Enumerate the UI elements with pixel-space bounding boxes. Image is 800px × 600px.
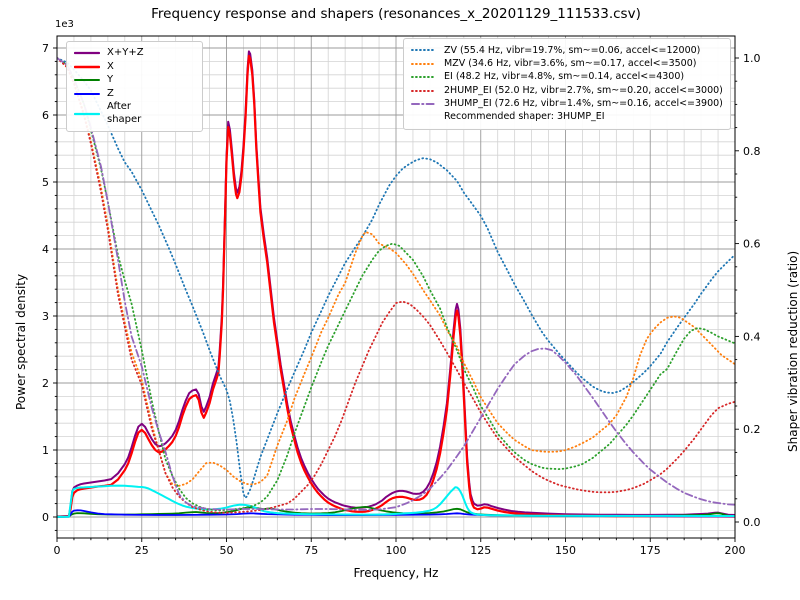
x-tick-label: 0	[54, 544, 61, 557]
y-right-tick-label: 0.6	[743, 238, 761, 251]
series-3HUMP-EI	[57, 57, 735, 511]
y-axis-offset-text: 1e3	[55, 19, 74, 30]
legend-item: Z	[74, 88, 195, 101]
x-tick-label: 100	[386, 544, 407, 557]
y-right-tick-label: 0.2	[743, 423, 761, 436]
legend-item-label: After shaper	[107, 101, 142, 125]
legend-psd: X+Y+Z X Y Z After shaper	[66, 41, 203, 132]
chart-title: Frequency response and shapers (resonanc…	[151, 6, 641, 22]
legend-item: 2HUMP_EI (52.0 Hz, vibr=2.7%, sm~=0.20, …	[411, 85, 723, 97]
legend-item-label: MZV (34.6 Hz, vibr=3.6%, sm~=0.17, accel…	[444, 57, 697, 69]
y-right-tick-label: 0.4	[743, 330, 761, 343]
axis-tick-labels: 0 25 50 75 100 125 150 175 200 0 1 2 3 4 5 6 7 0.0 0.2 0.4 0…	[42, 42, 761, 557]
x-tick-label: 175	[640, 544, 661, 557]
y-left-tick-label: 1	[42, 444, 49, 457]
legend-swatch-Z	[74, 92, 100, 95]
x-tick-label: 125	[470, 544, 491, 557]
legend-item-label: 3HUMP_EI (72.6 Hz, vibr=1.4%, sm~=0.16, …	[444, 98, 723, 109]
x-tick-label: 50	[220, 544, 234, 557]
series-MZV	[57, 57, 735, 487]
legend-item-label: Z	[107, 87, 114, 99]
legend-item: ZV (55.4 Hz, vibr=19.7%, sm~=0.06, accel…	[411, 45, 723, 57]
x-tick-label: 200	[725, 544, 746, 557]
series-curves	[57, 50, 735, 518]
legend-item: 3HUMP_EI (72.6 Hz, vibr=1.4%, sm~=0.16, …	[411, 98, 723, 110]
x-tick-label: 75	[304, 544, 318, 557]
legend-item-label: ZV (55.4 Hz, vibr=19.7%, sm~=0.06, accel…	[444, 44, 701, 56]
legend-swatch-EI	[411, 76, 437, 79]
legend-item: MZV (34.6 Hz, vibr=3.6%, sm~=0.17, accel…	[411, 58, 723, 70]
legend-item-label: EI (48.2 Hz, vibr=4.8%, sm~=0.14, accel<…	[444, 71, 685, 83]
legend-swatch-Y	[74, 79, 100, 82]
series-After-shaper	[57, 484, 735, 518]
series-X-Y-Z	[57, 50, 735, 518]
y-right-tick-label: 0.8	[743, 145, 761, 158]
legend-shapers: ZV (55.4 Hz, vibr=19.7%, sm~=0.06, accel…	[403, 38, 731, 130]
series-ZV	[57, 57, 735, 499]
y-left-tick-label: 3	[42, 310, 49, 323]
y-left-tick-label: 7	[42, 42, 49, 55]
legend-swatch-ZV	[411, 49, 437, 52]
y-left-tick-label: 2	[42, 377, 49, 390]
legend-item-label: 2HUMP_EI (52.0 Hz, vibr=2.7%, sm~=0.20, …	[444, 84, 723, 96]
legend-swatch-3HUMP-EI	[411, 102, 437, 105]
legend-item-label: X+Y+Z	[107, 47, 144, 58]
legend-item: EI (48.2 Hz, vibr=4.8%, sm~=0.14, accel<…	[411, 71, 723, 83]
y-axis-label-right: Shaper vibration reduction (ratio)	[786, 250, 800, 452]
legend-swatch-2HUMP-EI	[411, 89, 437, 92]
legend-item-label: X	[107, 60, 114, 72]
legend-item: X	[74, 61, 195, 74]
legend-swatch-X-Y-Z	[74, 52, 100, 55]
legend-item-label: Y	[107, 74, 114, 85]
y-axis-label-left: Power spectral density	[14, 273, 28, 410]
x-tick-label: 25	[135, 544, 149, 557]
y-right-tick-label: 1.0	[743, 52, 761, 65]
legend-item: Recommended shaper: 3HUMP_EI	[411, 111, 723, 123]
y-left-tick-label: 0	[42, 511, 49, 524]
axis-ticks	[53, 47, 739, 542]
legend-swatch-X	[74, 65, 100, 68]
series-X	[57, 54, 735, 518]
y-right-tick-label: 0.0	[743, 516, 761, 529]
legend-swatch-MZV	[411, 62, 437, 65]
x-axis-label: Frequency, Hz	[353, 566, 439, 580]
y-left-tick-label: 5	[42, 176, 49, 189]
y-left-tick-label: 6	[42, 109, 49, 122]
legend-item: X+Y+Z	[74, 47, 195, 60]
legend-recommendation: Recommended shaper: 3HUMP_EI	[444, 111, 605, 123]
legend-swatch-After-shaper	[74, 112, 100, 115]
legend-item: After shaper	[74, 101, 195, 126]
y-left-tick-label: 4	[42, 243, 49, 256]
x-tick-label: 150	[555, 544, 576, 557]
legend-item: Y	[74, 74, 195, 87]
